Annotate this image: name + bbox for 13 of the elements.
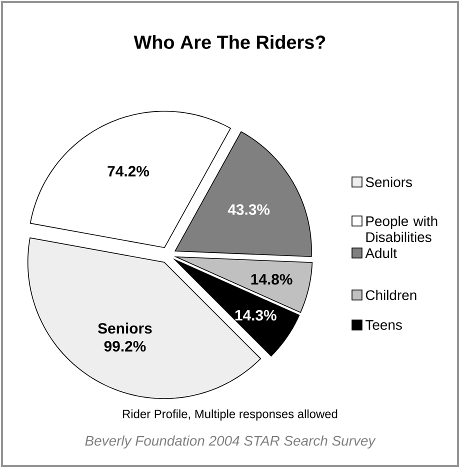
legend-label: Adult (365, 248, 397, 258)
chart-title: Who Are The Riders? (134, 35, 326, 49)
legend-label: Teens (366, 320, 402, 330)
legend-label: People with Disabilities (366, 216, 438, 242)
legend-label: Children (366, 290, 416, 300)
legend-label: Seniors (366, 176, 412, 188)
data-label: 74.2% (108, 166, 150, 176)
text: Beverly Foundation 2004 STAR Search Survey (85, 435, 376, 448)
data-label: 14.3% (235, 310, 276, 321)
data-label: Seniors 99.2% (98, 322, 152, 352)
data-label: 43.3% (228, 204, 270, 215)
text: Rider Profile, Multiple responses allowed (123, 409, 338, 421)
data-label: 14.8% (251, 274, 292, 285)
